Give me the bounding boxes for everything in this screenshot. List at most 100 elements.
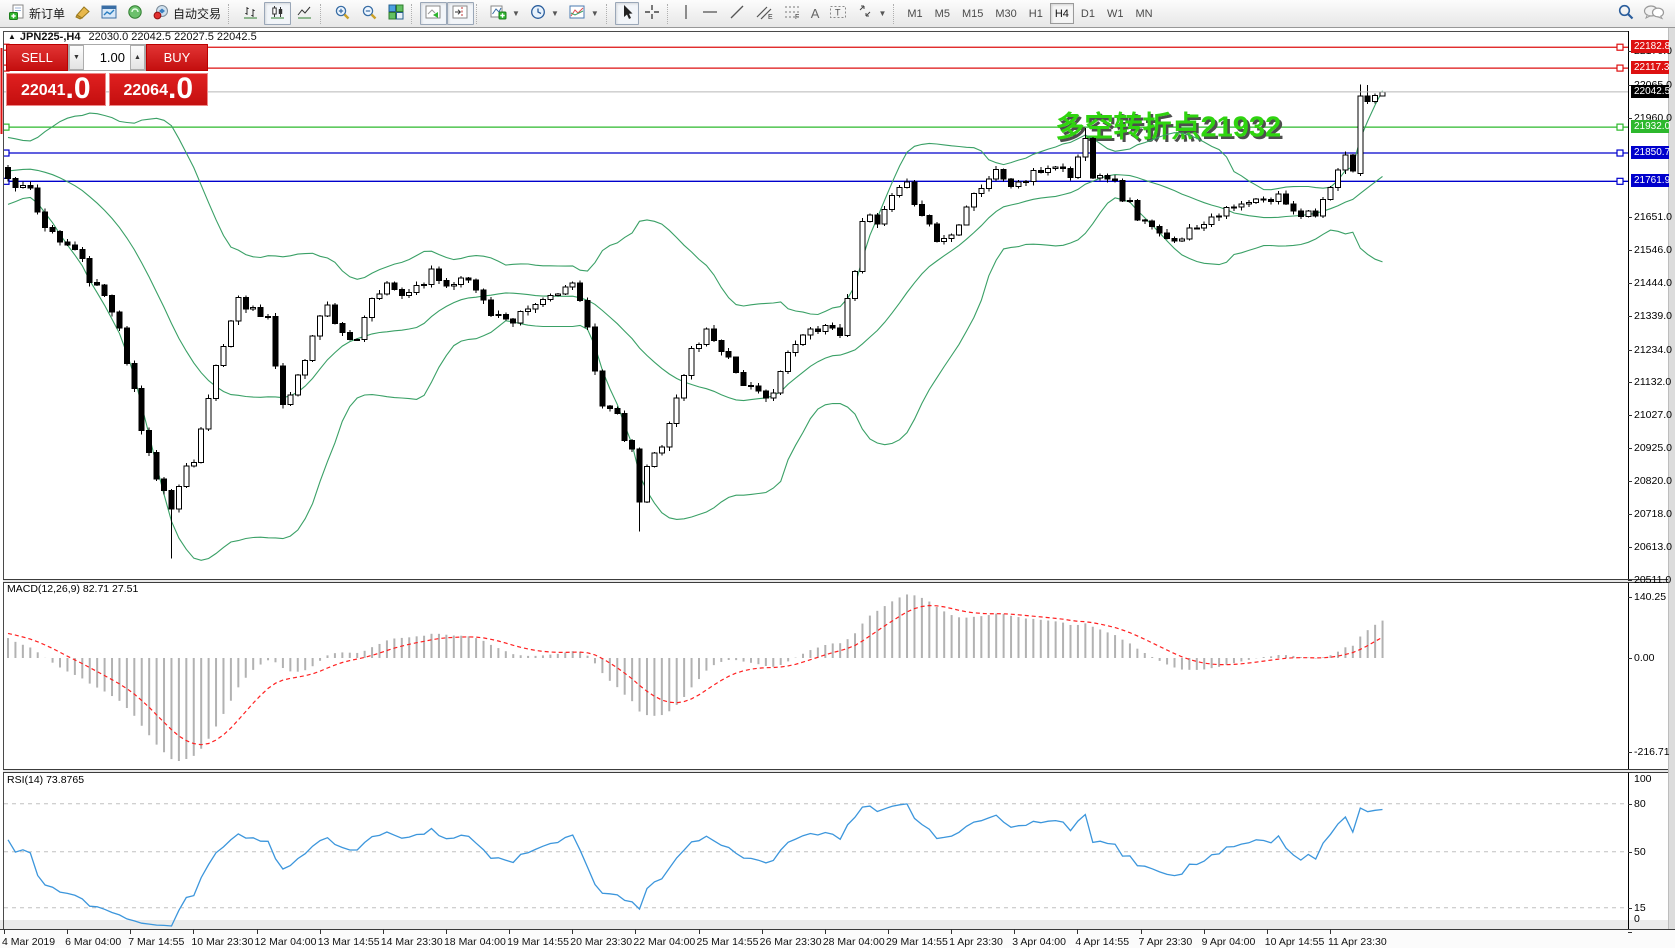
sell-price-int: 22041 bbox=[20, 82, 66, 99]
timeframe-toolbar: M1 M5 M15 M30 H1 H4 D1 W1 MN bbox=[902, 3, 1157, 24]
price-axis-tick-mark bbox=[1628, 217, 1632, 218]
price-axis-tick-mark bbox=[1628, 448, 1632, 449]
time-axis[interactable]: 4 Mar 2019 6 Mar 04:00 7 Mar 14:55 10 Mar 2… bbox=[0, 929, 1675, 948]
time-axis-tick-mark bbox=[1329, 929, 1331, 934]
volume-increase-button[interactable]: ▲ bbox=[130, 45, 145, 70]
price-badge: 22117.3 bbox=[1631, 61, 1669, 74]
toolbar-separator bbox=[411, 3, 418, 24]
price-axis-tick: 20718.0 bbox=[1634, 508, 1672, 520]
trendline-icon bbox=[729, 4, 745, 23]
price-axis-tick-mark bbox=[1628, 316, 1632, 317]
time-axis-label: 6 Mar 04:00 bbox=[65, 936, 122, 948]
time-axis-label: 9 Apr 04:00 bbox=[1201, 936, 1256, 948]
tile-windows-button[interactable] bbox=[383, 2, 409, 25]
buy-button[interactable]: BUY bbox=[146, 44, 208, 71]
candlestick-chart-button[interactable] bbox=[264, 2, 292, 25]
trendline-tool-button[interactable] bbox=[724, 2, 750, 25]
zoom-in-icon bbox=[334, 4, 351, 24]
text-tool-button[interactable]: A bbox=[806, 2, 825, 25]
rsi-axis-tick-mark bbox=[1628, 804, 1632, 805]
timeframe-button-h1[interactable]: H1 bbox=[1028, 7, 1043, 20]
panel-separator-rsi[interactable] bbox=[3, 769, 1668, 773]
new-order-icon bbox=[9, 4, 25, 23]
channel-tool-button[interactable]: E bbox=[750, 2, 778, 25]
time-axis-tick-mark bbox=[130, 929, 132, 934]
chat-icon[interactable] bbox=[1643, 3, 1665, 24]
rsi-axis-tick-mark bbox=[1628, 932, 1632, 933]
crosshair-tool-button[interactable] bbox=[639, 2, 665, 25]
macd-label: MACD(12,26,9) 82.71 27.51 bbox=[7, 583, 139, 595]
volume-input[interactable]: 1.00 bbox=[84, 45, 130, 70]
timeframe-button-w1[interactable]: W1 bbox=[1106, 7, 1124, 20]
arrows-tool-button[interactable]: ▼ bbox=[852, 2, 891, 25]
price-badge: 22042.5 bbox=[1631, 85, 1670, 98]
chart-frame-left bbox=[3, 31, 4, 929]
time-axis-label: 14 Mar 23:30 bbox=[380, 936, 443, 948]
buy-price-box[interactable]: 22064.0 bbox=[108, 73, 208, 106]
price-axis-tick-mark bbox=[1628, 580, 1632, 581]
bar-chart-button[interactable] bbox=[237, 2, 264, 25]
zoom-in-button[interactable] bbox=[329, 2, 356, 25]
toolbar: 新订单 自动交易 ▼ ▼ ▼ E F A T ▼ bbox=[0, 0, 1675, 28]
price-axis-tick: 21339.0 bbox=[1634, 310, 1672, 322]
auto-trading-button[interactable]: 自动交易 bbox=[148, 2, 226, 25]
timeframe-button-d1[interactable]: D1 bbox=[1080, 7, 1095, 20]
time-axis-label: 1 Apr 23:30 bbox=[949, 936, 1003, 948]
sell-price-box[interactable]: 22041.0 bbox=[6, 73, 106, 106]
fibonacci-icon: F bbox=[783, 4, 801, 23]
time-axis-label: 12 Mar 04:00 bbox=[254, 936, 317, 948]
arrows-icon bbox=[857, 4, 873, 23]
volume-decrease-button[interactable]: ▼ bbox=[69, 45, 84, 70]
rsi-label: RSI(14) 73.8765 bbox=[7, 774, 85, 786]
line-chart-button[interactable] bbox=[291, 2, 318, 25]
time-axis-tick-mark bbox=[635, 929, 637, 934]
buy-price-int: 22064 bbox=[123, 82, 168, 99]
market-watch-button[interactable] bbox=[96, 2, 122, 25]
text-label-tool-button[interactable]: T bbox=[824, 2, 852, 25]
zoom-out-icon bbox=[361, 4, 378, 24]
price-badge: 21850.7 bbox=[1631, 146, 1670, 159]
timeframe-button-m30[interactable]: M30 bbox=[995, 7, 1017, 20]
macd-axis-tick: -216.71 bbox=[1634, 746, 1670, 758]
timeframe-button-m15[interactable]: M15 bbox=[961, 7, 984, 20]
price-axis-border bbox=[1628, 31, 1629, 934]
timeframe-button-m1[interactable]: M1 bbox=[907, 7, 923, 20]
collapse-arrow-icon[interactable]: ▲ bbox=[8, 32, 16, 41]
time-axis-tick-mark bbox=[761, 929, 763, 934]
auto-trading-icon bbox=[153, 4, 169, 23]
zoom-out-button[interactable] bbox=[356, 2, 383, 25]
price-axis[interactable]: 22170.022065.021960.021651.021546.021444… bbox=[1628, 28, 1672, 948]
time-axis-label: 3 Apr 04:00 bbox=[1012, 936, 1066, 948]
vertical-line-tool-button[interactable] bbox=[676, 2, 696, 25]
macd-axis-tick: 140.25 bbox=[1634, 591, 1667, 603]
rsi-axis-tick-mark bbox=[1628, 852, 1632, 853]
price-axis-tick: 20511.0 bbox=[1634, 574, 1672, 586]
time-axis-label: 7 Mar 14:55 bbox=[128, 936, 185, 948]
svg-text:E: E bbox=[768, 14, 773, 20]
rsi-axis-tick: 0 bbox=[1634, 913, 1640, 925]
time-axis-label: 13 Mar 14:55 bbox=[317, 936, 380, 948]
horizontal-line-tool-button[interactable] bbox=[696, 2, 724, 25]
ohlc-values: 22030.0 22042.5 22027.5 22042.5 bbox=[88, 31, 257, 43]
cursor-tool-button[interactable] bbox=[614, 2, 639, 25]
auto-scroll-button[interactable] bbox=[420, 2, 448, 25]
chart-profile-button[interactable] bbox=[70, 2, 96, 25]
price-axis-tick-mark bbox=[1628, 283, 1632, 284]
macd-axis-tick-mark bbox=[1628, 752, 1632, 753]
search-icon[interactable] bbox=[1617, 3, 1635, 24]
periods-button[interactable]: ▼ bbox=[525, 2, 564, 25]
sell-button[interactable]: SELL bbox=[6, 44, 68, 71]
templates-button[interactable]: ▼ bbox=[564, 2, 604, 25]
navigator-button[interactable] bbox=[122, 2, 148, 25]
panel-separator-macd[interactable] bbox=[3, 579, 1668, 583]
price-axis-tick: 20925.0 bbox=[1634, 442, 1672, 454]
new-order-button[interactable]: 新订单 bbox=[4, 2, 70, 25]
fibonacci-tool-button[interactable]: F bbox=[778, 2, 806, 25]
price-axis-tick: 20613.0 bbox=[1634, 541, 1672, 553]
timeframe-button-h4[interactable]: H4 bbox=[1049, 3, 1074, 24]
timeframe-button-mn[interactable]: MN bbox=[1135, 7, 1153, 20]
chart-shift-button[interactable] bbox=[447, 2, 475, 25]
indicators-button[interactable]: ▼ bbox=[485, 2, 525, 25]
timeframe-button-m5[interactable]: M5 bbox=[934, 7, 950, 20]
